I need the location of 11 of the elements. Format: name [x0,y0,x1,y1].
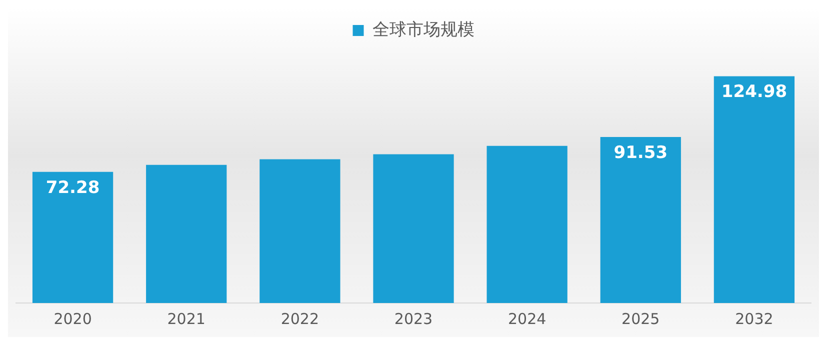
data-label: 72.28 [46,178,100,198]
x-tick-label: 2032 [735,310,774,328]
data-label: 91.53 [614,142,668,163]
x-tick-label: 2022 [280,310,320,328]
x-tick-label: 2024 [508,310,546,328]
x-tick-label: 2025 [622,310,660,328]
legend-label: 全球市场规模 [372,20,474,40]
data-label: 124.98 [721,82,788,102]
x-tick-label: 2021 [167,310,206,328]
x-tick-label: 2020 [54,310,92,328]
x-tick-label: 2023 [394,310,433,328]
